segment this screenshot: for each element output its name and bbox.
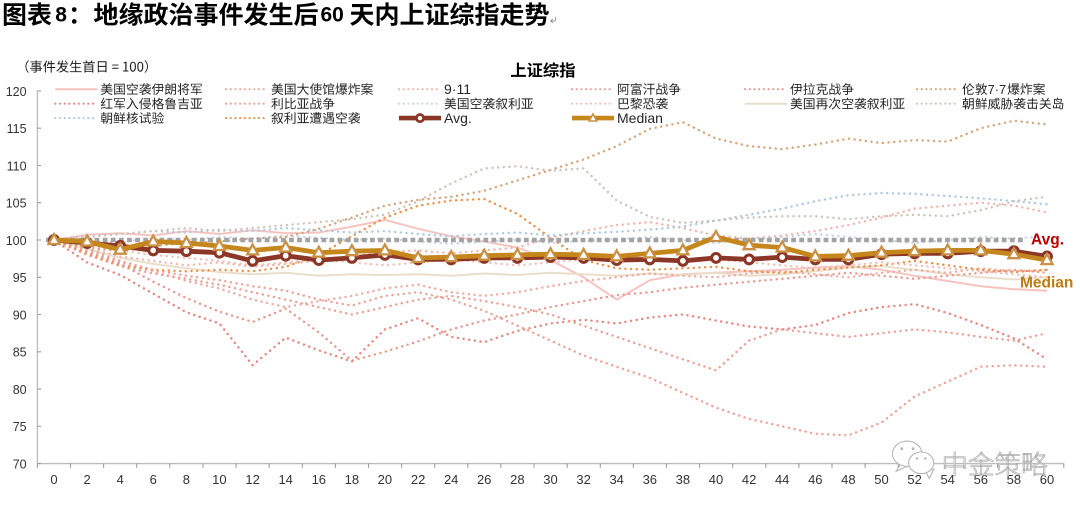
- svg-text:60: 60: [321, 3, 344, 26]
- svg-text:18: 18: [345, 472, 359, 487]
- svg-text:120: 120: [6, 85, 27, 99]
- svg-text:85: 85: [13, 346, 27, 360]
- svg-text:95: 95: [13, 271, 27, 285]
- svg-text:Avg.: Avg.: [444, 110, 472, 126]
- svg-text:0: 0: [50, 472, 57, 487]
- svg-text:20: 20: [378, 472, 392, 487]
- svg-text:9·11: 9·11: [444, 81, 471, 97]
- svg-text:105: 105: [6, 197, 27, 211]
- svg-text:44: 44: [775, 472, 789, 487]
- svg-text:80: 80: [13, 383, 27, 397]
- svg-text:6: 6: [150, 472, 157, 487]
- svg-text:40: 40: [709, 472, 723, 487]
- svg-text:50: 50: [874, 472, 888, 487]
- svg-text:8: 8: [183, 472, 190, 487]
- svg-text:Median: Median: [617, 110, 663, 126]
- svg-text:110: 110: [7, 159, 27, 173]
- svg-text:16: 16: [312, 472, 326, 487]
- svg-text:46: 46: [808, 472, 822, 487]
- svg-text:8: 8: [55, 3, 67, 26]
- svg-text:30: 30: [543, 472, 557, 487]
- svg-text:56: 56: [974, 472, 988, 487]
- svg-text:12: 12: [245, 472, 259, 487]
- svg-text:24: 24: [444, 472, 458, 487]
- svg-text:54: 54: [940, 472, 954, 487]
- svg-text:36: 36: [643, 472, 657, 487]
- svg-text:14: 14: [278, 472, 292, 487]
- svg-text:70: 70: [13, 458, 27, 472]
- svg-text:2: 2: [83, 472, 90, 487]
- svg-text:34: 34: [609, 472, 623, 487]
- svg-text:4: 4: [117, 472, 124, 487]
- svg-text:38: 38: [676, 472, 690, 487]
- svg-text:26: 26: [477, 472, 491, 487]
- svg-text:115: 115: [7, 122, 27, 136]
- svg-text:10: 10: [212, 472, 226, 487]
- svg-text:100: 100: [6, 234, 27, 248]
- svg-text:Avg.: Avg.: [1031, 232, 1064, 249]
- svg-text:90: 90: [13, 308, 27, 322]
- svg-text:42: 42: [742, 472, 756, 487]
- svg-text:28: 28: [510, 472, 524, 487]
- svg-text:32: 32: [576, 472, 590, 487]
- svg-text:75: 75: [13, 420, 27, 434]
- svg-text:48: 48: [841, 472, 855, 487]
- svg-text:52: 52: [907, 472, 921, 487]
- svg-text:22: 22: [411, 472, 425, 487]
- svg-text:Median: Median: [1020, 275, 1073, 292]
- svg-text:7·7: 7·7: [988, 82, 1007, 97]
- svg-text:58: 58: [1007, 472, 1021, 487]
